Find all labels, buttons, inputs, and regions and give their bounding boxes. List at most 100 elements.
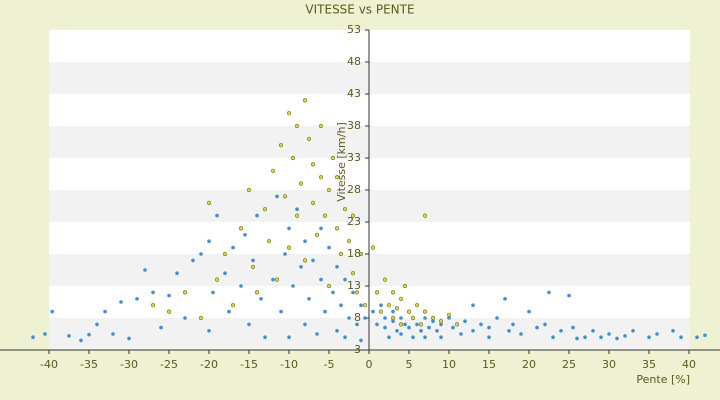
y-axis-title: Vitesse [km/h] — [335, 122, 348, 202]
x-tick-label: 15 — [482, 358, 496, 371]
point — [243, 233, 247, 237]
point — [362, 303, 368, 308]
point — [95, 322, 99, 327]
x-axis-title: Pente [%] — [636, 373, 690, 386]
point — [378, 309, 384, 314]
point — [266, 239, 272, 244]
point — [422, 309, 428, 314]
point — [318, 123, 324, 129]
point — [402, 283, 408, 289]
point — [43, 332, 47, 336]
y-tick-label: 28 — [347, 183, 361, 196]
marks — [31, 98, 707, 343]
point — [399, 332, 403, 336]
point — [439, 335, 443, 340]
point — [383, 316, 387, 320]
point — [623, 334, 627, 338]
point — [439, 322, 443, 327]
point — [363, 316, 367, 320]
point — [407, 325, 411, 330]
point — [343, 277, 347, 282]
point — [323, 309, 327, 314]
point — [307, 297, 311, 301]
point — [338, 251, 344, 257]
point — [411, 335, 415, 340]
point — [391, 309, 395, 314]
point — [319, 226, 323, 231]
x-tick-label: 30 — [602, 358, 616, 371]
point — [275, 194, 279, 199]
point — [119, 300, 123, 304]
point — [527, 309, 531, 314]
x-tick-label: 20 — [522, 358, 536, 371]
point — [347, 316, 351, 320]
point — [326, 187, 332, 193]
point — [279, 309, 283, 314]
y-tick-label: 3 — [354, 343, 361, 356]
point — [339, 303, 343, 308]
point — [379, 303, 383, 308]
point — [403, 322, 407, 327]
point — [255, 213, 259, 218]
point — [303, 239, 307, 243]
point — [535, 325, 539, 330]
point — [375, 322, 379, 327]
point — [310, 162, 316, 167]
point — [303, 322, 307, 327]
point — [311, 258, 315, 263]
point — [390, 290, 396, 295]
point — [103, 309, 107, 314]
point — [334, 226, 340, 231]
point — [222, 251, 228, 257]
point — [274, 277, 280, 282]
point — [487, 325, 491, 330]
point — [298, 181, 304, 186]
point — [607, 332, 611, 336]
point — [159, 325, 163, 330]
point — [282, 194, 288, 199]
y-tick-label: 18 — [347, 247, 361, 260]
point — [262, 207, 268, 212]
point — [438, 319, 444, 324]
point — [67, 334, 71, 338]
point — [318, 175, 324, 180]
point — [414, 303, 420, 308]
point — [182, 290, 188, 295]
point — [454, 322, 460, 327]
point — [31, 335, 35, 340]
point — [310, 200, 316, 205]
point — [127, 336, 131, 341]
point — [283, 252, 287, 256]
point — [322, 213, 328, 218]
point — [287, 335, 291, 340]
chart-title: VITESSE vs PENTE — [305, 3, 414, 17]
point — [326, 283, 332, 289]
point — [335, 265, 339, 269]
point — [487, 335, 491, 340]
point — [135, 297, 139, 301]
x-tick-label: -10 — [280, 358, 298, 371]
point — [150, 303, 156, 308]
point — [206, 200, 212, 205]
point — [395, 329, 399, 333]
point — [306, 136, 312, 141]
point — [278, 143, 284, 148]
point — [423, 316, 427, 320]
point — [655, 332, 659, 336]
point — [259, 297, 263, 301]
point — [359, 303, 363, 308]
x-tick-label: -40 — [40, 358, 58, 371]
point — [583, 335, 587, 340]
point — [394, 306, 400, 311]
point — [314, 232, 320, 237]
point — [302, 258, 308, 263]
point — [543, 322, 547, 327]
point — [151, 290, 155, 295]
point — [391, 319, 395, 324]
point — [295, 207, 299, 211]
x-tick-label: -30 — [120, 358, 138, 371]
point — [511, 322, 515, 327]
point — [111, 332, 115, 336]
point — [399, 316, 403, 320]
